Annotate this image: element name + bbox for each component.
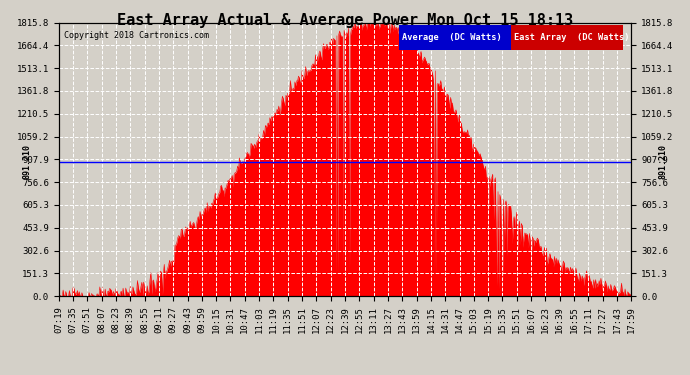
Text: 891.210: 891.210 (658, 144, 667, 179)
Bar (511, 25, 623, 50)
Text: Copyright 2018 Cartronics.com: Copyright 2018 Cartronics.com (64, 31, 209, 40)
Bar (400, 25, 511, 50)
Text: 891.210: 891.210 (23, 144, 32, 179)
Text: East Array  (DC Watts): East Array (DC Watts) (514, 33, 629, 42)
Text: Average  (DC Watts): Average (DC Watts) (402, 33, 502, 42)
Text: East Array Actual & Average Power Mon Oct 15 18:13: East Array Actual & Average Power Mon Oc… (117, 13, 573, 28)
